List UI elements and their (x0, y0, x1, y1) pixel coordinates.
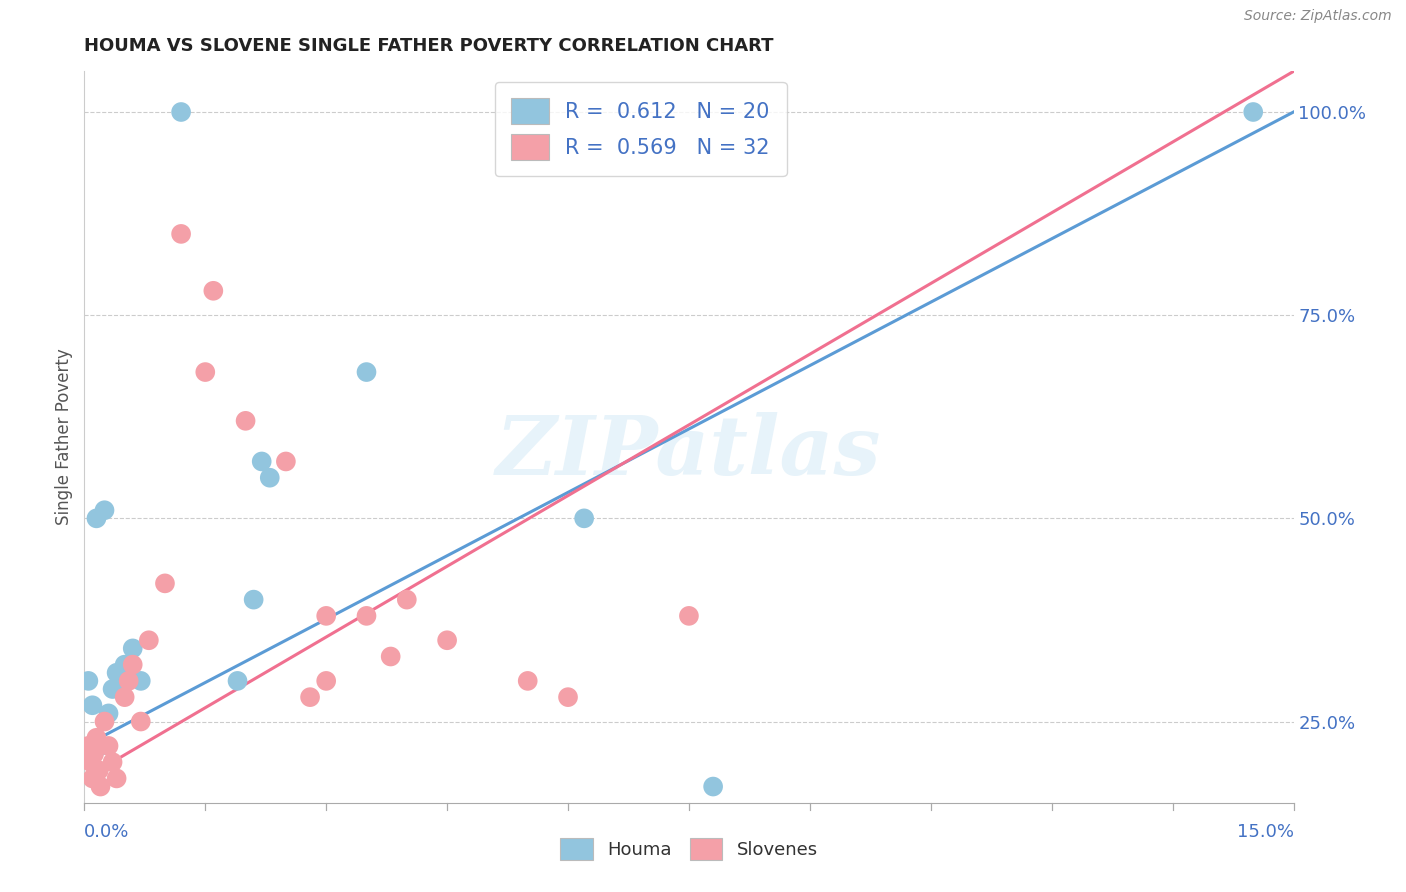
Point (93, 714, 115, 729)
Point (702, 780, 724, 794)
Point (83, 747, 105, 761)
Point (138, 633, 160, 648)
Text: ZIPatlas: ZIPatlas (496, 412, 882, 491)
Point (242, 592, 264, 607)
Point (82, 772, 104, 786)
Text: 15.0%: 15.0% (1236, 823, 1294, 841)
Point (86, 731, 108, 745)
Point (380, 649, 402, 664)
Point (121, 657, 143, 672)
Point (118, 673, 141, 688)
Point (97, 739, 120, 753)
Point (235, 414, 257, 428)
Point (101, 681, 124, 696)
Point (274, 454, 297, 468)
Point (194, 365, 217, 379)
Point (436, 633, 458, 648)
Point (516, 673, 538, 688)
Point (87, 764, 110, 778)
Point (202, 284, 225, 298)
Point (557, 690, 579, 705)
Point (105, 772, 128, 786)
Text: HOUMA VS SLOVENE SINGLE FATHER POVERTY CORRELATION CHART: HOUMA VS SLOVENE SINGLE FATHER POVERTY C… (84, 37, 773, 54)
Legend: Houma, Slovenes: Houma, Slovenes (553, 830, 825, 867)
Point (101, 755, 124, 769)
Point (250, 454, 273, 468)
Text: Source: ZipAtlas.com: Source: ZipAtlas.com (1244, 9, 1392, 23)
Point (572, 511, 595, 525)
Point (86, 511, 108, 525)
Point (395, 592, 418, 607)
Point (129, 714, 152, 729)
Point (80, 755, 103, 769)
Point (1241, 105, 1264, 120)
Point (356, 365, 378, 379)
Point (121, 641, 143, 656)
Point (89, 780, 111, 794)
Point (89, 739, 111, 753)
Point (170, 105, 193, 120)
Point (356, 608, 378, 623)
Point (105, 665, 128, 680)
Y-axis label: Single Father Poverty: Single Father Poverty (55, 349, 73, 525)
Point (315, 608, 337, 623)
Point (114, 690, 136, 705)
Point (129, 673, 152, 688)
Point (259, 471, 281, 485)
Point (678, 608, 700, 623)
Point (77, 739, 100, 753)
Point (170, 227, 193, 241)
Point (97, 706, 120, 721)
Point (226, 673, 249, 688)
Point (299, 690, 322, 705)
Text: 0.0%: 0.0% (84, 823, 129, 841)
Point (93, 503, 115, 517)
Point (315, 673, 337, 688)
Point (77, 673, 100, 688)
Point (153, 576, 176, 591)
Point (114, 657, 136, 672)
Point (82, 698, 104, 713)
